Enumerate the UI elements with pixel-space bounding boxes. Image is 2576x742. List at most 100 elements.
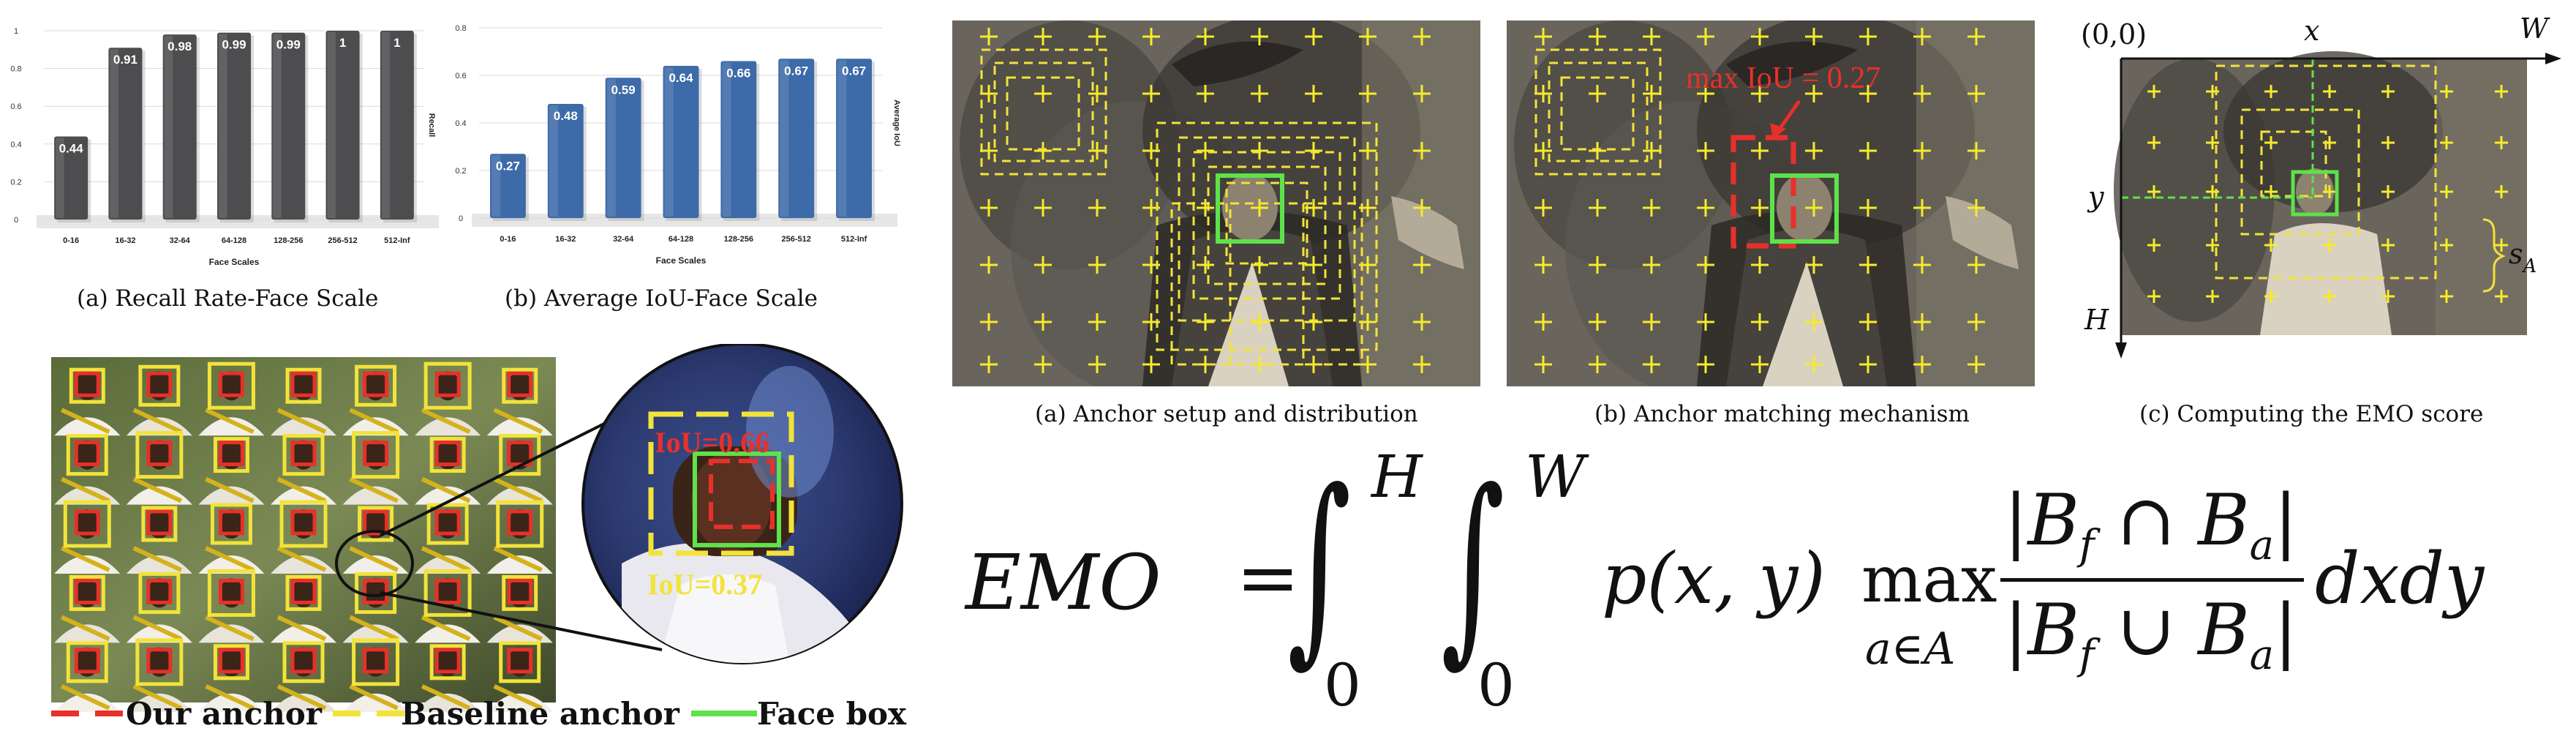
zoom-our-iou-label: IoU=0.66	[655, 426, 769, 459]
our-anchor	[363, 578, 389, 604]
baseline-anchor	[352, 638, 400, 686]
x-tick-label: 512-Inf	[384, 236, 410, 245]
sash	[493, 684, 543, 711]
integral-1-lower: 0	[1324, 651, 1361, 719]
person-head	[75, 440, 99, 470]
face	[1777, 173, 1832, 241]
our-anchor	[363, 509, 389, 536]
face-box	[1770, 173, 1839, 244]
our-anchor	[290, 648, 317, 674]
x-axis-title: Face Scales	[209, 257, 260, 267]
sash	[132, 546, 183, 572]
y-tick-label: 0	[459, 214, 463, 223]
baseline-anchor	[66, 641, 108, 683]
bar	[380, 31, 414, 220]
our-anchor	[74, 371, 100, 397]
bird-head	[1726, 41, 1858, 86]
legend-our-anchor-label: Our anchor	[126, 696, 323, 732]
our-anchor	[74, 578, 100, 604]
emo-anchor-medium	[2240, 108, 2360, 236]
baseline-anchor	[282, 434, 325, 476]
bar-highlight	[722, 62, 731, 217]
y-label: y	[2087, 181, 2104, 213]
person-head	[75, 578, 99, 608]
our-anchor	[218, 441, 244, 467]
eq-lhs: EMO	[965, 538, 1161, 627]
sash	[421, 408, 471, 434]
our-anchor	[290, 578, 317, 604]
person-head	[219, 371, 244, 401]
x-axis-arrow	[2545, 53, 2561, 64]
person-head	[364, 371, 388, 401]
sash	[349, 546, 399, 572]
person-head	[292, 647, 315, 677]
person-head	[508, 509, 532, 539]
bar-highlight	[606, 79, 616, 217]
sash	[132, 476, 183, 503]
person-head	[436, 371, 460, 401]
eq-differential: dxdy	[2315, 538, 2485, 620]
baseline-anchor	[285, 574, 322, 611]
zoom-baseline-iou-label: IoU=0.37	[647, 568, 762, 601]
sash	[276, 476, 327, 503]
baseline-anchor	[352, 431, 400, 479]
bar	[489, 154, 526, 218]
baseline-anchor	[279, 500, 328, 548]
person-head	[292, 440, 315, 470]
y-tick-label: 0.6	[455, 72, 466, 80]
sash	[421, 615, 471, 642]
person-head	[436, 578, 460, 608]
y-tick-label: 0.8	[455, 24, 466, 33]
our-anchor	[434, 371, 461, 397]
sash	[493, 408, 543, 434]
person-head	[436, 509, 460, 539]
baseline-anchor	[429, 644, 466, 681]
person-head	[219, 509, 244, 539]
bar-highlight	[780, 60, 789, 217]
bar-highlight	[491, 155, 501, 217]
baseline-anchor	[207, 569, 255, 617]
bar-value-label: 0.67	[842, 64, 866, 78]
stride-label: sA	[2509, 238, 2537, 277]
caption-recall-chart: (a) Recall Rate-Face Scale	[77, 285, 379, 312]
person-head	[147, 647, 171, 677]
sash	[421, 684, 471, 711]
caption-emo-score: (c) Computing the EMO score	[2139, 401, 2484, 427]
baseline-anchor	[138, 572, 181, 614]
eq-max: max	[1861, 541, 1997, 617]
baseline-anchor	[499, 641, 541, 683]
arm	[1391, 196, 1464, 269]
our-anchor	[218, 648, 244, 674]
baseline-anchor	[502, 367, 538, 404]
person-head	[219, 647, 244, 677]
sash	[276, 408, 327, 434]
legend: Our anchor Baseline anchor Face box	[51, 696, 907, 732]
bar-value-label: 0.59	[611, 83, 636, 97]
caption-anchor-matching: (b) Anchor matching mechanism	[1594, 401, 1970, 427]
our-anchor	[290, 509, 317, 536]
sash	[132, 615, 183, 642]
sash	[421, 476, 471, 503]
bar-value-label: 0.44	[59, 141, 84, 155]
zoom-our-anchor	[709, 459, 775, 529]
sash	[132, 408, 183, 434]
emo-score-panel: (0,0) x W y H sA	[2081, 12, 2561, 359]
x-tick-label: 16-32	[555, 235, 576, 244]
baseline-anchor	[213, 437, 249, 473]
our-anchor	[218, 371, 244, 397]
integral-1: ∫	[1287, 446, 1352, 685]
bar-value-label: 1	[339, 36, 346, 50]
sash	[205, 408, 255, 434]
integral-1-upper: H	[1371, 443, 1423, 511]
baseline-anchor	[423, 361, 472, 410]
person-head	[364, 647, 388, 677]
sash	[349, 684, 399, 711]
y-tick-label: 0.2	[455, 167, 466, 176]
bar	[271, 32, 306, 220]
bar-value-label: 0.48	[554, 109, 578, 123]
iou-chart: 0 0.2 0.4 0.6 0.8 0.27 0-16 0.48 16-32 0.59 32-64 0…	[455, 24, 901, 266]
sash	[493, 476, 543, 503]
bar	[325, 31, 360, 220]
baseline-anchor	[426, 503, 469, 545]
x-tick-label: 512-Inf	[841, 235, 867, 244]
